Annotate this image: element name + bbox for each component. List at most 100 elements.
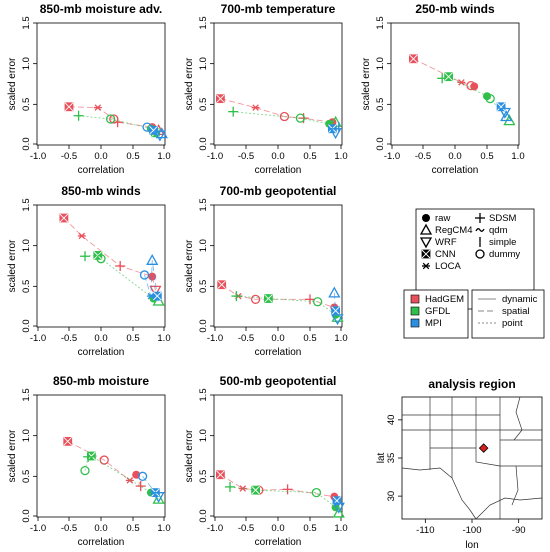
data-point <box>215 94 225 104</box>
x-tick-label: -0.5 <box>61 151 77 162</box>
data-point <box>328 286 341 298</box>
legend-label: CNN <box>435 249 456 260</box>
panel-title: 850-mb winds <box>61 184 141 198</box>
x-tick-label: -0.5 <box>238 151 254 162</box>
x-tick-label: -0.5 <box>238 333 254 344</box>
series-line <box>220 98 333 123</box>
x-axis-label: correlation <box>78 347 125 358</box>
y-tick-label: 1.0 <box>375 57 386 70</box>
x-tick-label: 0.5 <box>303 523 316 534</box>
data-point <box>466 80 476 91</box>
analysis-point-marker <box>478 443 489 453</box>
y-tick-label: 0.0 <box>198 509 209 522</box>
y-axis-label: scaled error <box>7 429 18 482</box>
legend-marker <box>475 228 485 232</box>
plot-frame <box>213 22 343 146</box>
data-point <box>152 492 165 504</box>
y-tick-label: 1.0 <box>21 429 32 442</box>
data-point <box>80 465 90 476</box>
legend-label: RegCM4 <box>435 225 473 236</box>
plot-frame <box>36 394 166 518</box>
x-tick-label: 1.0 <box>334 523 347 534</box>
legend-marker <box>421 249 431 259</box>
x-tick-label: -1.0 <box>207 151 223 162</box>
data-point <box>228 106 239 117</box>
line-legend-box <box>471 289 545 339</box>
data-point <box>331 306 341 316</box>
x-axis-label: correlation <box>78 537 125 548</box>
y-tick-label: 0.0 <box>21 509 32 522</box>
model-swatch <box>410 294 420 304</box>
y-axis-label: scaled error <box>184 239 195 292</box>
x-tick-label: 1.0 <box>511 151 524 162</box>
chart-panel: 500-mb geopotential -1.0 -0.5 0.0 0.5 1.0 0.0 0… <box>184 374 348 548</box>
y-tick-label: 1.0 <box>198 57 209 70</box>
y-tick-label: 1.0 <box>21 57 32 70</box>
x-tick-label: -1.0 <box>30 523 46 534</box>
y-tick-label: 0.0 <box>198 137 209 150</box>
data-point <box>96 254 106 264</box>
state-line-11 <box>511 465 519 506</box>
data-point <box>305 294 315 305</box>
map-borders <box>401 396 543 520</box>
data-point <box>251 485 261 495</box>
map-ylabel: lat <box>376 452 387 463</box>
data-point <box>155 127 168 139</box>
data-point <box>311 487 322 498</box>
map-xlabel: lon <box>465 540 478 551</box>
plot-frame <box>36 204 166 328</box>
x-tick-label: 0.5 <box>480 151 493 162</box>
data-point <box>59 213 69 223</box>
state-line-5 <box>430 447 501 467</box>
data-point <box>135 481 146 492</box>
x-tick-label: 1.0 <box>334 333 347 344</box>
x-tick-label: -0.5 <box>61 523 77 534</box>
map-axes: -110 -100 -90 30 35 40 <box>386 415 526 536</box>
y-axis-label: scaled error <box>184 429 195 482</box>
data-point <box>332 506 345 518</box>
data-point <box>152 291 162 301</box>
x-tick-label: 0.5 <box>126 151 139 162</box>
x-tick-label: -0.5 <box>61 333 77 344</box>
map-frame <box>401 396 543 520</box>
map-y-tick-label: 40 <box>386 415 397 426</box>
y-axis-label: scaled error <box>7 57 18 110</box>
y-tick-label: 0.5 <box>375 98 386 111</box>
y-tick-label: 1.5 <box>21 388 32 401</box>
line-label: point <box>502 318 523 329</box>
x-tick-label: -1.0 <box>30 151 46 162</box>
chart-panel: 250-mb winds -1.0 -0.5 0.0 0.5 1.0 0.0 0.5 1.0 1.… <box>361 2 525 176</box>
x-axis-label: correlation <box>255 165 302 176</box>
plot-frame <box>213 394 343 518</box>
data-point <box>109 114 119 124</box>
data-point <box>105 114 116 124</box>
x-tick-label: -1.0 <box>30 333 46 344</box>
data-point <box>331 314 344 326</box>
panel-title: 500-mb geopotential <box>220 374 337 388</box>
x-tick-label: -1.0 <box>207 333 223 344</box>
x-tick-label: 0.0 <box>94 333 107 344</box>
data-point <box>231 291 242 302</box>
legend-marker <box>422 214 430 222</box>
data-point <box>331 310 344 322</box>
chart-panel: 700-mb temperature -1.0 -0.5 0.0 0.5 1.0 0.0 0.… <box>184 2 348 176</box>
y-tick-label: 0.0 <box>198 319 209 332</box>
y-tick-label: 0.5 <box>21 280 32 293</box>
legend-label: simple <box>489 237 516 248</box>
data-point <box>485 93 495 104</box>
x-tick-label: 1.0 <box>157 523 170 534</box>
data-point <box>149 285 162 297</box>
state-line-9 <box>513 396 523 441</box>
panel-title: 850-mb moisture <box>53 374 149 388</box>
data-point <box>137 471 148 481</box>
x-tick-label: 0.5 <box>126 333 139 344</box>
y-tick-label: 0.5 <box>21 470 32 483</box>
data-point <box>73 110 84 121</box>
map-panel: analysis region -110 -100 -90 30 35 40 lon la… <box>376 377 543 551</box>
x-tick-label: 0.5 <box>303 151 316 162</box>
y-tick-label: 1.0 <box>198 239 209 252</box>
